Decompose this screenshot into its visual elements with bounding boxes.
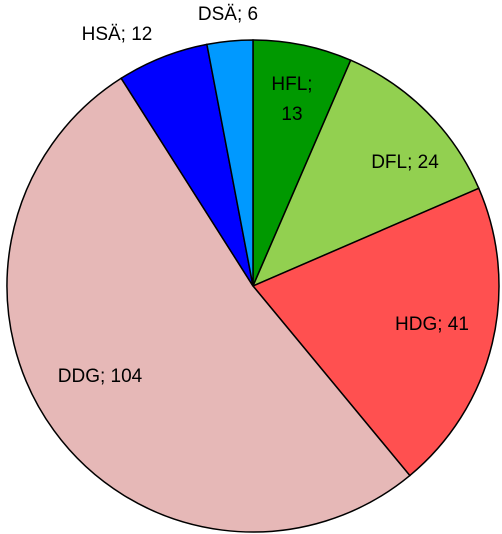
pie-slice [251,187,500,477]
data-label: DFL; 24 [371,152,439,173]
pie-slice [206,39,254,287]
data-label: HDG; 41 [395,314,469,335]
data-label: DDG; 104 [57,366,143,387]
data-label: DSÄ; 6 [197,4,259,25]
pie-slice [6,77,411,533]
data-label: HFL; 13 [271,74,313,125]
data-label: HSÄ; 12 [81,24,153,45]
pie-slice [251,59,480,288]
